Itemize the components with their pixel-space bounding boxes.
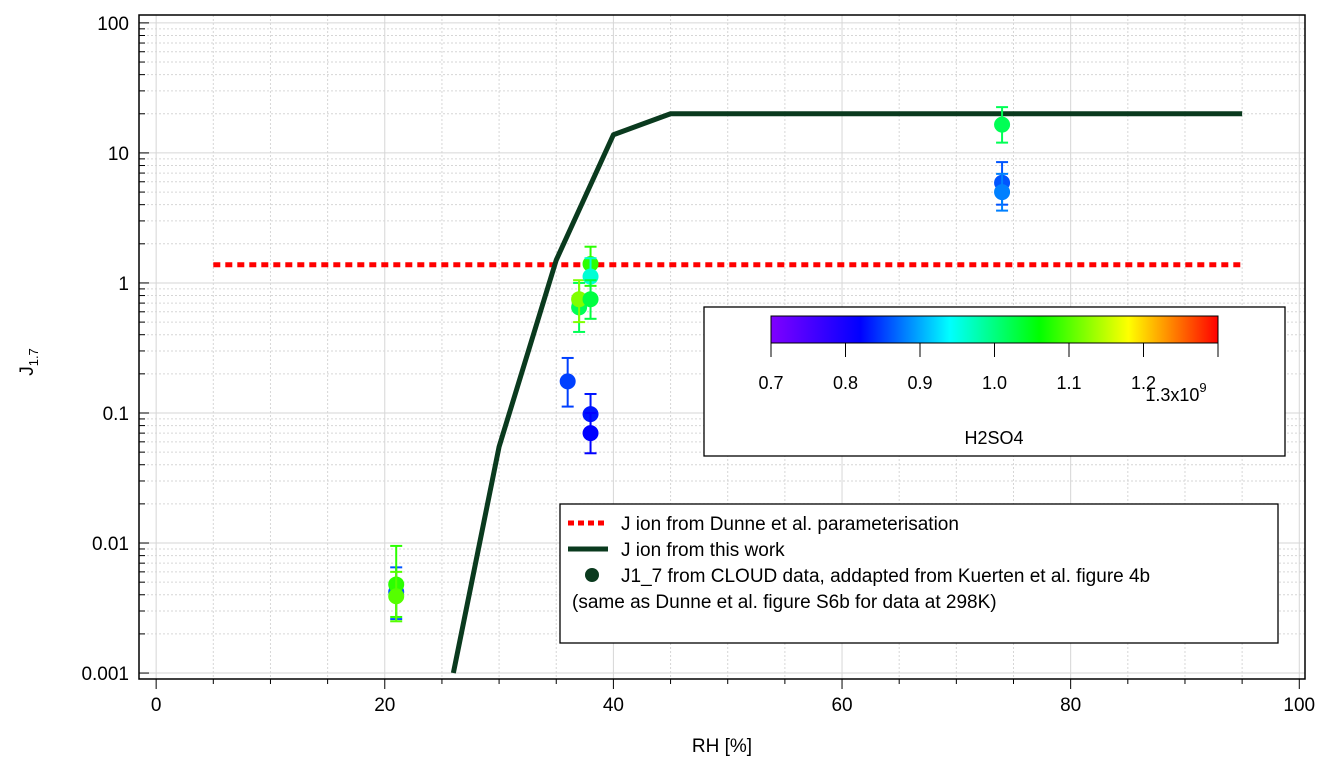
colorbar-tick-label: 1.0 bbox=[982, 373, 1007, 393]
colorbar-exponent: 9 bbox=[1199, 380, 1206, 395]
x-tick-label: 100 bbox=[1283, 695, 1315, 716]
x-tick-label: 0 bbox=[151, 695, 162, 716]
x-axis-title: RH [%] bbox=[692, 736, 752, 757]
colorbar-tick-label: 0.9 bbox=[907, 373, 932, 393]
cloud-data-point bbox=[582, 425, 599, 442]
y-tick-label: 0.01 bbox=[92, 534, 129, 555]
y-tick-label: 10 bbox=[108, 144, 129, 165]
this-work-line bbox=[450, 111, 1243, 674]
cloud-data-point bbox=[571, 291, 588, 308]
colorbar-tick-label: 1.2 bbox=[1131, 373, 1156, 393]
x-tick-label: 80 bbox=[1060, 695, 1081, 716]
colorbar-tick-label: 1.1 bbox=[1056, 373, 1081, 393]
plot-frame bbox=[138, 14, 1306, 680]
y-axis-title-main: J bbox=[17, 366, 38, 376]
x-tick-label: 60 bbox=[831, 695, 852, 716]
y-axis-title-sub: 1.7 bbox=[26, 348, 41, 366]
colorbar-tick-label: 0.7 bbox=[758, 373, 783, 393]
y-tick-label: 1 bbox=[118, 274, 129, 295]
y-tick-label: 100 bbox=[97, 14, 129, 35]
colorbar-ticks: 0.7 0.8 0.9 1.0 1.1 1.21.3x109 bbox=[758, 343, 1219, 405]
series-layer bbox=[213, 106, 1243, 674]
legend-entry-note: (same as Dunne et al. figure S6b for dat… bbox=[572, 592, 997, 613]
colorbar-title: H2SO4 bbox=[964, 428, 1023, 448]
x-tick-label: 40 bbox=[603, 695, 624, 716]
legend: J ion from Dunne et al. parameterisation… bbox=[559, 503, 1279, 644]
cloud-data-point bbox=[994, 116, 1011, 133]
cloud-data-point bbox=[559, 373, 576, 390]
cloud-data-point bbox=[994, 184, 1011, 201]
y-tick-label: 0.001 bbox=[81, 664, 129, 685]
y-axis-title: J1.7 bbox=[17, 348, 41, 376]
colorbar-box: 0.7 0.8 0.9 1.0 1.1 1.21.3x109 H2SO4 bbox=[703, 306, 1286, 457]
cloud-data-point bbox=[582, 291, 599, 308]
cloud-data-point bbox=[388, 588, 405, 605]
colorbar-tick-label: 0.8 bbox=[833, 373, 858, 393]
legend-entry-dunne: J ion from Dunne et al. parameterisation bbox=[621, 514, 959, 535]
axis-layer: 0 20 40 60 80 100 0.001 0.01 0.1 1 10 100 bbox=[81, 14, 1315, 716]
legend-entry-this-work: J ion from this work bbox=[621, 540, 785, 561]
colorbar-gradient bbox=[770, 315, 1219, 344]
x-tick-label: 20 bbox=[374, 695, 395, 716]
legend-entry-cloud: J1_7 from CLOUD data, addapted from Kuer… bbox=[621, 566, 1150, 587]
colorbar-tick-label: 1.3x109 bbox=[1145, 380, 1206, 405]
legend-swatch-cloud bbox=[585, 568, 599, 582]
y-tick-label: 0.1 bbox=[103, 404, 129, 425]
legend-frame bbox=[559, 503, 1279, 644]
